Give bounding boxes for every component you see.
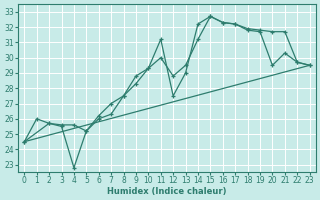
X-axis label: Humidex (Indice chaleur): Humidex (Indice chaleur) bbox=[107, 187, 227, 196]
